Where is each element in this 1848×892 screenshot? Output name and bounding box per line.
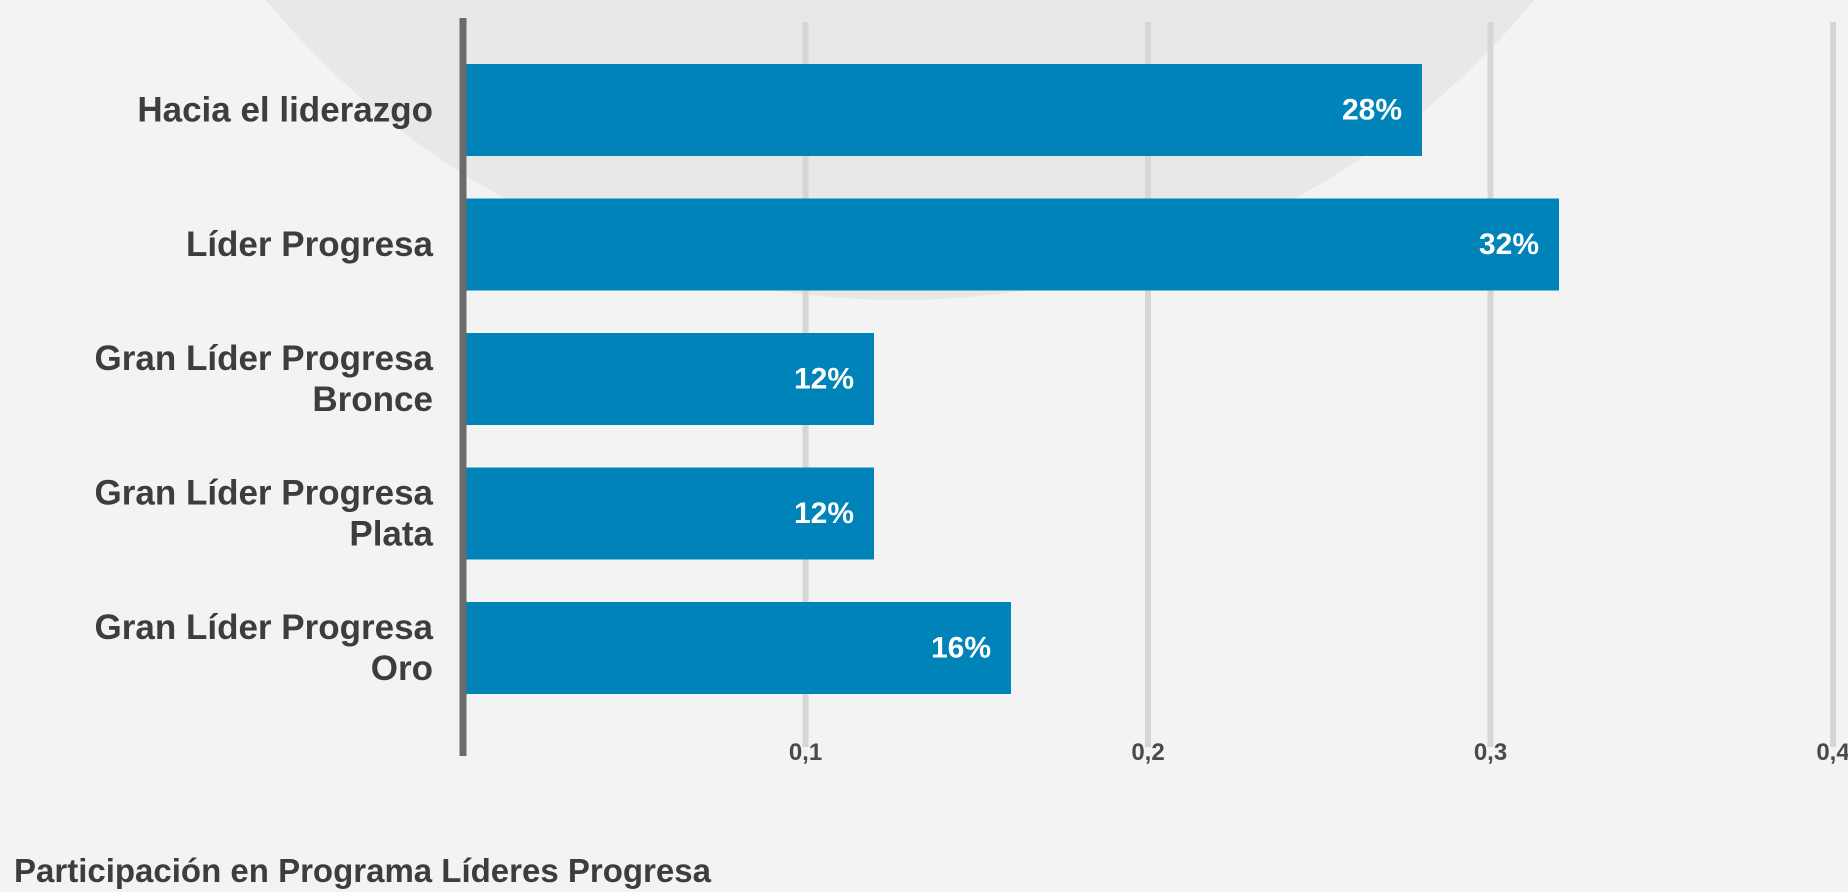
category-label: Gran Líder Progresa — [95, 474, 434, 513]
data-label: 32% — [1479, 228, 1539, 261]
category-label: Bronce — [312, 380, 433, 419]
bar — [463, 333, 874, 425]
category-label: Hacia el liderazgo — [137, 91, 433, 130]
x-tick-label: 0,4 — [1816, 739, 1848, 766]
data-label: 12% — [794, 497, 854, 530]
data-label: 16% — [931, 632, 991, 665]
chart-title: Participación en Programa Líderes Progre… — [14, 852, 711, 889]
category-label: Oro — [371, 649, 433, 688]
category-label: Líder Progresa — [186, 225, 434, 264]
category-label: Gran Líder Progresa — [95, 608, 434, 647]
bar — [463, 602, 1011, 694]
x-tick-label: 0,1 — [789, 739, 822, 766]
data-label: 12% — [794, 363, 854, 396]
data-label: 28% — [1342, 94, 1402, 127]
bar — [463, 198, 1559, 291]
x-axis-tick-labels: 0,1 0,2 0,3 0,4 — [789, 739, 1848, 766]
bar — [463, 64, 1422, 156]
category-label: Gran Líder Progresa — [95, 339, 434, 378]
x-tick-label: 0,2 — [1131, 739, 1164, 766]
bars: 28% 32% 12% 12% 16% — [463, 64, 1559, 694]
bar — [463, 467, 874, 560]
category-labels: Hacia el liderazgo Líder Progresa Gran Líd… — [95, 91, 434, 689]
x-tick-label: 0,3 — [1474, 739, 1507, 766]
category-label: Plata — [349, 515, 433, 554]
